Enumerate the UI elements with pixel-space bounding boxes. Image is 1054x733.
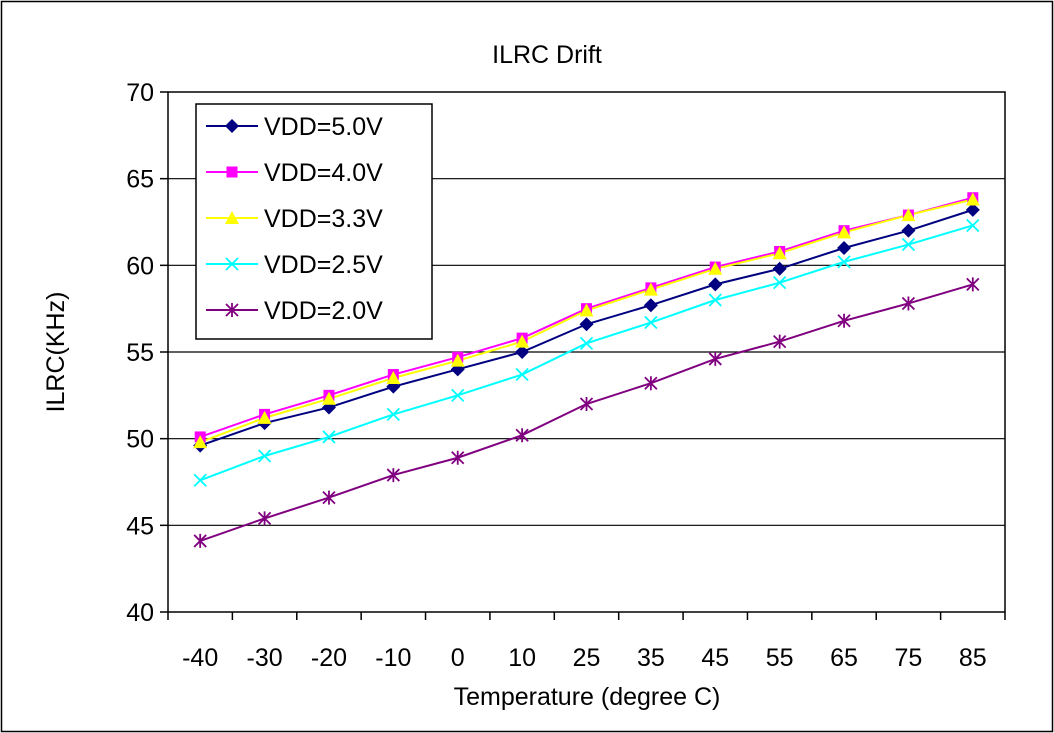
axis-ticks: 40 45 50 55 60 65 70 -40 -30 -20 -10 0 10 25 35 45 55 65 7… xyxy=(126,79,1006,672)
legend-label: VDD=2.0V xyxy=(264,297,383,325)
x-tick-label: 75 xyxy=(895,644,923,672)
x-tick-label: 85 xyxy=(959,644,987,672)
chart-title: ILRC Drift xyxy=(492,41,602,69)
data-point xyxy=(579,336,594,350)
data-point xyxy=(965,192,980,206)
data-point xyxy=(386,407,400,422)
data-point xyxy=(837,255,851,269)
data-point xyxy=(708,261,723,275)
data-point xyxy=(451,388,465,402)
data-point xyxy=(708,293,722,307)
series-group xyxy=(193,192,980,548)
data-point xyxy=(322,430,336,444)
x-tick-label: 35 xyxy=(637,644,665,672)
data-point xyxy=(322,490,336,505)
data-point xyxy=(966,218,980,233)
data-point xyxy=(386,468,400,483)
y-axis-label: ILRC(KHz) xyxy=(42,292,70,413)
data-point xyxy=(772,246,787,260)
data-point xyxy=(450,353,465,367)
y-tick-label: 40 xyxy=(126,599,154,627)
x-tick-label: -30 xyxy=(247,644,283,672)
data-point xyxy=(837,313,851,328)
x-tick-label: -40 xyxy=(182,644,218,672)
data-point xyxy=(837,225,852,239)
y-tick-label: 50 xyxy=(126,426,154,454)
data-point xyxy=(966,277,980,292)
data-point xyxy=(643,298,658,313)
data-point xyxy=(515,334,530,348)
data-point xyxy=(515,367,529,382)
x-tick-label: 65 xyxy=(830,644,858,672)
y-tick-label: 70 xyxy=(126,79,154,107)
legend-label: VDD=4.0V xyxy=(264,159,383,187)
data-point xyxy=(579,303,594,317)
data-point xyxy=(321,391,336,405)
data-point xyxy=(515,345,530,359)
data-point xyxy=(644,376,658,391)
data-point xyxy=(515,428,529,443)
x-axis-label: Temperature (degree C) xyxy=(454,683,721,711)
y-tick-label: 60 xyxy=(126,252,154,280)
legend-marker xyxy=(225,303,239,317)
data-point xyxy=(451,450,465,465)
data-point xyxy=(193,435,208,449)
data-point xyxy=(579,317,594,332)
x-tick-label: 25 xyxy=(573,644,601,672)
data-point xyxy=(193,473,207,487)
legend-marker xyxy=(225,257,239,271)
x-tick-label: 45 xyxy=(701,644,729,672)
data-point xyxy=(644,315,658,330)
x-tick-label: 10 xyxy=(508,644,536,672)
x-tick-label: 0 xyxy=(451,644,465,672)
data-point xyxy=(901,208,916,222)
x-tick-label: -20 xyxy=(311,644,347,672)
data-point xyxy=(965,202,980,217)
legend-label: VDD=2.5V xyxy=(264,251,383,279)
legend-marker xyxy=(225,211,239,224)
data-point xyxy=(901,223,916,238)
data-point xyxy=(772,261,787,276)
data-point xyxy=(708,351,722,366)
data-point xyxy=(257,449,272,463)
legend-label: VDD=3.3V xyxy=(264,205,383,233)
legend-marker xyxy=(226,166,238,178)
y-tick-label: 65 xyxy=(126,166,154,194)
data-point xyxy=(837,241,852,255)
data-point xyxy=(257,410,272,424)
data-point xyxy=(193,533,207,548)
data-point xyxy=(579,397,594,411)
legend-label: VDD=5.0V xyxy=(264,113,383,141)
legend: VDD=5.0V VDD=4.0V VDD=3.3V VDD=2.5V VDD=2.0V xyxy=(195,103,433,340)
data-point xyxy=(773,334,787,349)
data-point xyxy=(773,276,787,290)
x-tick-label: -10 xyxy=(375,644,411,672)
data-point xyxy=(643,282,658,296)
data-point xyxy=(901,237,916,252)
data-point xyxy=(901,296,916,311)
legend-marker xyxy=(225,119,239,133)
y-tick-label: 45 xyxy=(126,512,154,540)
x-tick-label: 55 xyxy=(766,644,794,672)
data-point xyxy=(386,371,401,384)
data-point xyxy=(257,511,272,526)
y-tick-label: 55 xyxy=(126,339,154,367)
data-point xyxy=(708,277,723,292)
